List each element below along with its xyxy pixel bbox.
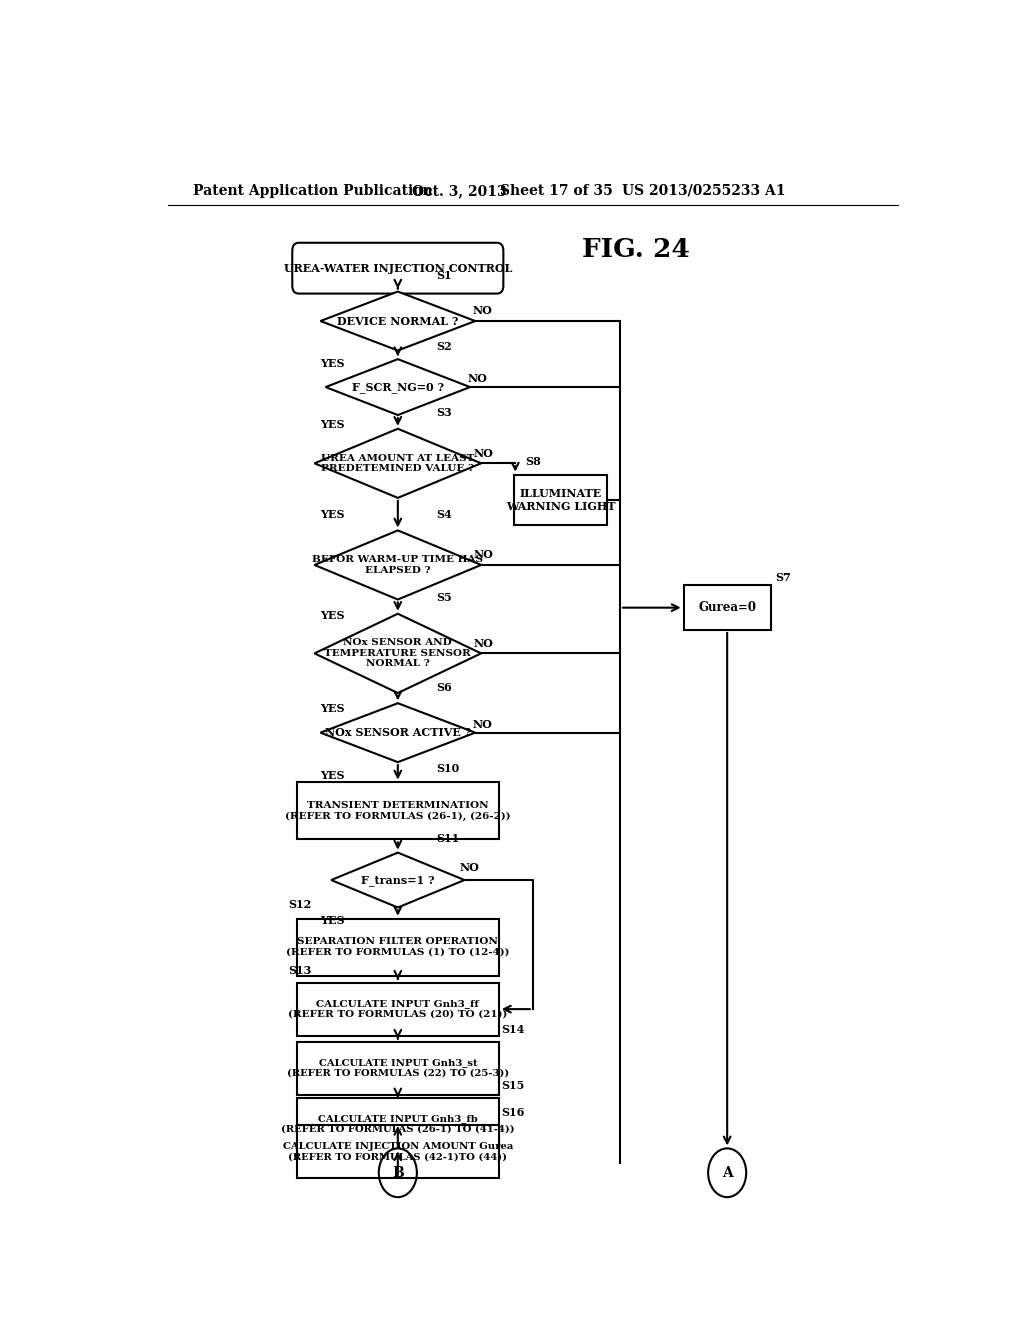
Text: NO: NO: [473, 719, 493, 730]
Text: UREA AMOUNT AT LEAST
PREDETEMINED VALUE ?: UREA AMOUNT AT LEAST PREDETEMINED VALUE …: [322, 454, 474, 473]
Text: S8: S8: [524, 455, 541, 467]
Text: S1: S1: [436, 269, 452, 281]
Text: CALCULATE INPUT Gnh3_fb
(REFER TO FORMULAS (26-1) TO (41-4)): CALCULATE INPUT Gnh3_fb (REFER TO FORMUL…: [281, 1114, 515, 1134]
Text: NO: NO: [467, 374, 487, 384]
Text: YES: YES: [321, 702, 345, 714]
Text: S16: S16: [501, 1107, 524, 1118]
Text: S5: S5: [436, 591, 452, 603]
Text: US 2013/0255233 A1: US 2013/0255233 A1: [622, 183, 785, 198]
Text: NO: NO: [473, 447, 494, 458]
Text: S15: S15: [501, 1080, 524, 1090]
Text: SEPARATION FILTER OPERATION
(REFER TO FORMULAS (1) TO (12-4)): SEPARATION FILTER OPERATION (REFER TO FO…: [286, 937, 510, 957]
Text: S4: S4: [436, 508, 452, 520]
Text: BEFOR WARM-UP TIME HAS
ELAPSED ?: BEFOR WARM-UP TIME HAS ELAPSED ?: [312, 556, 483, 574]
Text: S2: S2: [436, 341, 452, 352]
Bar: [297, 783, 499, 840]
Polygon shape: [314, 614, 481, 693]
Bar: [297, 982, 499, 1036]
Text: NO: NO: [460, 862, 479, 874]
Polygon shape: [314, 429, 481, 498]
Text: CALCULATE INPUT Gnh3_st
(REFER TO FORMULAS (22) TO (25-3)): CALCULATE INPUT Gnh3_st (REFER TO FORMUL…: [287, 1059, 509, 1077]
Text: Sheet 17 of 35: Sheet 17 of 35: [500, 183, 613, 198]
Text: YES: YES: [321, 420, 345, 430]
Text: S14: S14: [501, 1024, 524, 1035]
FancyBboxPatch shape: [292, 243, 504, 293]
Text: DEVICE NORMAL ?: DEVICE NORMAL ?: [337, 315, 459, 326]
Text: CALCULATE INJECTION AMOUNT Gurea
(REFER TO FORMULAS (42-1)TO (44)): CALCULATE INJECTION AMOUNT Gurea (REFER …: [283, 1142, 513, 1162]
Text: FIG. 24: FIG. 24: [582, 238, 690, 263]
Text: NO: NO: [473, 305, 493, 317]
Text: Gurea=0: Gurea=0: [698, 601, 756, 614]
Text: NO: NO: [473, 638, 494, 648]
Text: F_SCR_NG=0 ?: F_SCR_NG=0 ?: [352, 381, 443, 392]
Text: YES: YES: [321, 915, 345, 927]
Text: S7: S7: [775, 572, 791, 582]
Bar: [297, 1125, 499, 1177]
Polygon shape: [321, 704, 475, 762]
Text: NO: NO: [473, 549, 494, 560]
Text: UREA-WATER INJECTION CONTROL: UREA-WATER INJECTION CONTROL: [284, 263, 512, 273]
Text: YES: YES: [321, 358, 345, 370]
Polygon shape: [321, 292, 475, 351]
Polygon shape: [331, 853, 465, 907]
Text: A: A: [722, 1166, 732, 1180]
Text: S11: S11: [436, 833, 459, 843]
Bar: [297, 919, 499, 975]
Text: TRANSIENT DETERMINATION
(REFER TO FORMULAS (26-1), (26-2)): TRANSIENT DETERMINATION (REFER TO FORMUL…: [285, 801, 511, 821]
Text: YES: YES: [321, 508, 345, 520]
Bar: [684, 585, 771, 630]
Text: F_trans=1 ?: F_trans=1 ?: [361, 875, 434, 886]
Text: S13: S13: [289, 965, 311, 975]
Polygon shape: [326, 359, 470, 414]
Text: CALCULATE INPUT Gnh3_ff
(REFER TO FORMULAS (20) TO (21)): CALCULATE INPUT Gnh3_ff (REFER TO FORMUL…: [288, 999, 508, 1019]
Polygon shape: [314, 531, 481, 599]
Text: S6: S6: [436, 682, 452, 693]
Text: ILLUMINATE
WARNING LIGHT: ILLUMINATE WARNING LIGHT: [506, 488, 615, 512]
Text: S10: S10: [436, 763, 459, 774]
Text: NOx SENSOR AND
TEMPERATURE SENSOR
NORMAL ?: NOx SENSOR AND TEMPERATURE SENSOR NORMAL…: [325, 639, 471, 668]
Text: S3: S3: [436, 407, 452, 418]
Text: Oct. 3, 2013: Oct. 3, 2013: [413, 183, 507, 198]
Text: YES: YES: [321, 610, 345, 622]
Text: NOx SENSOR ACTIVE ?: NOx SENSOR ACTIVE ?: [325, 727, 471, 738]
Text: B: B: [392, 1166, 403, 1180]
Bar: [297, 1041, 499, 1094]
Bar: [514, 474, 607, 525]
Text: S12: S12: [289, 899, 311, 909]
Text: YES: YES: [321, 770, 345, 781]
Bar: [297, 1097, 499, 1151]
Text: Patent Application Publication: Patent Application Publication: [194, 183, 433, 198]
